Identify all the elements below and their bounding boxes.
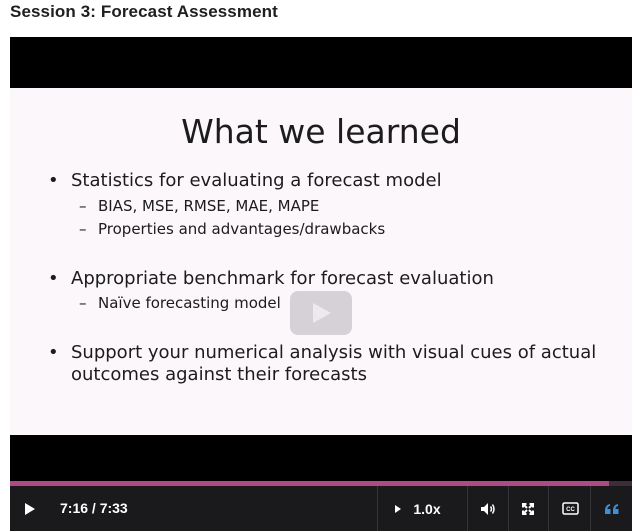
bullet-text-line2: outcomes against their forecasts	[71, 364, 367, 385]
progress-fill	[10, 481, 609, 486]
slide-bullet: • Support your numerical analysis with vi…	[48, 342, 597, 385]
play-icon	[313, 303, 331, 323]
svg-text:CC: CC	[566, 507, 575, 513]
volume-icon	[481, 502, 495, 515]
divider	[508, 486, 509, 531]
sub-bullet-text: Properties and advantages/drawbacks	[98, 220, 386, 238]
slide-sub-bullet: – BIAS, MSE, RMSE, MAE, MAPE	[79, 197, 320, 215]
cc-icon: CC	[561, 502, 579, 515]
fullscreen-button[interactable]	[512, 486, 544, 531]
divider	[590, 486, 591, 531]
divider	[548, 486, 549, 531]
playback-speed-label: 1.0x	[413, 500, 441, 517]
center-play-button[interactable]	[290, 291, 352, 335]
video-frame[interactable]: What we learned • Statistics for evaluati…	[10, 37, 632, 481]
control-bar: 7:16 / 7:33 1.0x	[10, 486, 632, 531]
bullet-text: Statistics for evaluating a forecast mod…	[71, 170, 442, 191]
sub-bullet-text: Naïve forecasting model	[98, 294, 281, 312]
slide-bullet: • Statistics for evaluating a forecast mo…	[48, 170, 442, 191]
divider	[467, 486, 468, 531]
video-player[interactable]: What we learned • Statistics for evaluati…	[10, 37, 632, 531]
fullscreen-icon	[522, 502, 534, 515]
lecture-slide: What we learned • Statistics for evaluati…	[10, 88, 632, 435]
divider	[377, 486, 378, 531]
progress-bar[interactable]	[10, 481, 632, 486]
quote-icon	[605, 503, 619, 514]
slide-bullet: • Appropriate benchmark for forecast eval…	[48, 268, 494, 289]
slide-title: What we learned	[181, 112, 461, 151]
time-display: 7:16 / 7:33	[60, 500, 128, 516]
transcript-button[interactable]	[594, 486, 630, 531]
sub-bullet-text: BIAS, MSE, RMSE, MAE, MAPE	[98, 197, 320, 215]
playback-speed-button[interactable]: 1.0x	[380, 486, 455, 531]
play-icon	[25, 502, 35, 515]
play-button[interactable]	[10, 486, 50, 531]
caret-right-icon	[395, 504, 402, 513]
session-title: Session 3: Forecast Assessment	[10, 2, 278, 21]
slide-sub-bullet: – Properties and advantages/drawbacks	[79, 220, 386, 238]
bullet-text: Appropriate benchmark for forecast evalu…	[71, 268, 494, 289]
bullet-text-line1: Support your numerical analysis with vis…	[71, 342, 597, 363]
slide-sub-bullet: – Naïve forecasting model	[79, 294, 281, 312]
volume-button[interactable]	[470, 486, 506, 531]
captions-button[interactable]: CC	[552, 486, 588, 531]
